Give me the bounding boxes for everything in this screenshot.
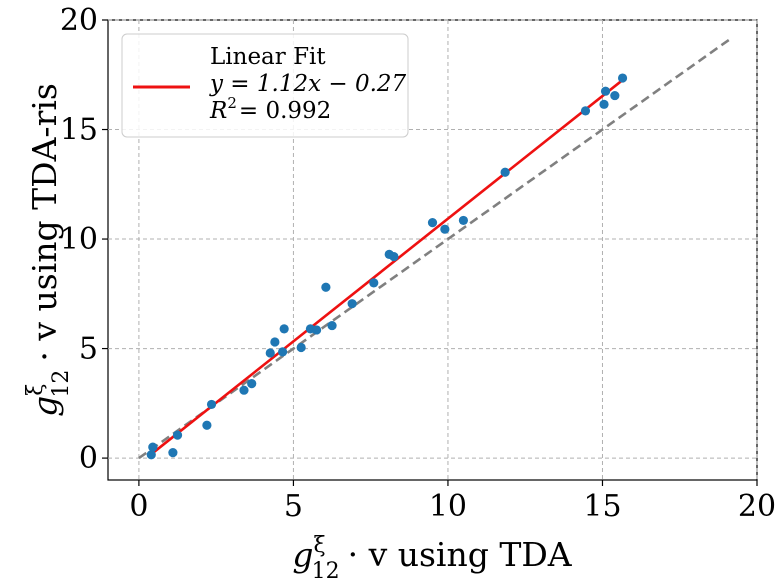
y-axis-label: gξ12 · v using TDA-ris (23, 83, 74, 417)
data-point (146, 450, 156, 460)
data-point (312, 325, 322, 335)
data-point (580, 106, 591, 116)
data-point (369, 278, 379, 288)
legend-r2-label: R (209, 98, 227, 124)
y-tick-label: 15 (60, 113, 98, 148)
data-point (239, 385, 249, 395)
data-point (168, 448, 178, 458)
data-point (148, 442, 158, 452)
legend-equation: y = 1.12x − 0.27 (209, 71, 407, 97)
data-point (389, 251, 399, 262)
data-point (265, 348, 275, 358)
x-tick-label: 10 (429, 489, 467, 524)
legend: Linear Fit y = 1.12x − 0.27 R2= 0.992 (121, 33, 409, 138)
data-point (296, 342, 306, 353)
y-tick-label: 0 (79, 441, 98, 476)
x-axis-ticks: 0 5 10 15 20 (129, 480, 776, 524)
data-point (600, 86, 611, 96)
data-point (278, 347, 288, 357)
data-point (247, 379, 257, 389)
y-label-sub: 12 (49, 370, 74, 398)
legend-r2-value: = 0.992 (239, 98, 331, 124)
data-point (206, 399, 217, 410)
data-point (427, 218, 438, 228)
data-point (610, 90, 620, 101)
scatter-points (146, 73, 628, 460)
y-tick-label: 5 (79, 332, 98, 367)
x-tick-label: 20 (738, 489, 776, 524)
reference-line-group (138, 38, 730, 460)
x-label-sup: ξ (313, 533, 325, 558)
grid-lines (108, 19, 758, 480)
fit-line-group (150, 79, 624, 456)
data-point (327, 320, 337, 331)
y-label-base: g (25, 396, 64, 417)
data-point (270, 337, 280, 347)
data-point (347, 299, 357, 309)
data-point (500, 167, 510, 177)
x-tick-label: 0 (129, 489, 148, 524)
fit-line (150, 79, 624, 456)
y-label-sup: ξ (23, 384, 48, 396)
y-tick-label: 20 (60, 3, 98, 38)
data-point (617, 73, 628, 83)
data-point (172, 430, 183, 440)
x-tick-label: 15 (583, 489, 621, 524)
legend-title: Linear Fit (210, 44, 326, 70)
reference-line (138, 38, 730, 460)
legend-r2: R2= 0.992 (209, 94, 331, 124)
data-point (321, 282, 331, 292)
x-label-base: g (292, 535, 313, 574)
y-axis-ticks: 0 5 10 15 20 (60, 3, 108, 476)
data-point (599, 99, 609, 109)
y-tick-label: 10 (60, 222, 98, 257)
x-axis-label: gξ 12 · v using TDA (292, 533, 572, 584)
data-point (440, 224, 450, 234)
legend-r2-sup: 2 (227, 94, 237, 112)
data-point (458, 215, 469, 226)
x-label-sub: 12 (312, 559, 340, 584)
data-point (279, 324, 289, 334)
y-label-rest: · v using TDA-ris (25, 83, 64, 361)
data-point (202, 420, 212, 430)
legend-box (121, 33, 409, 138)
x-label-rest: · v using TDA (348, 535, 573, 574)
x-tick-label: 5 (284, 489, 303, 524)
